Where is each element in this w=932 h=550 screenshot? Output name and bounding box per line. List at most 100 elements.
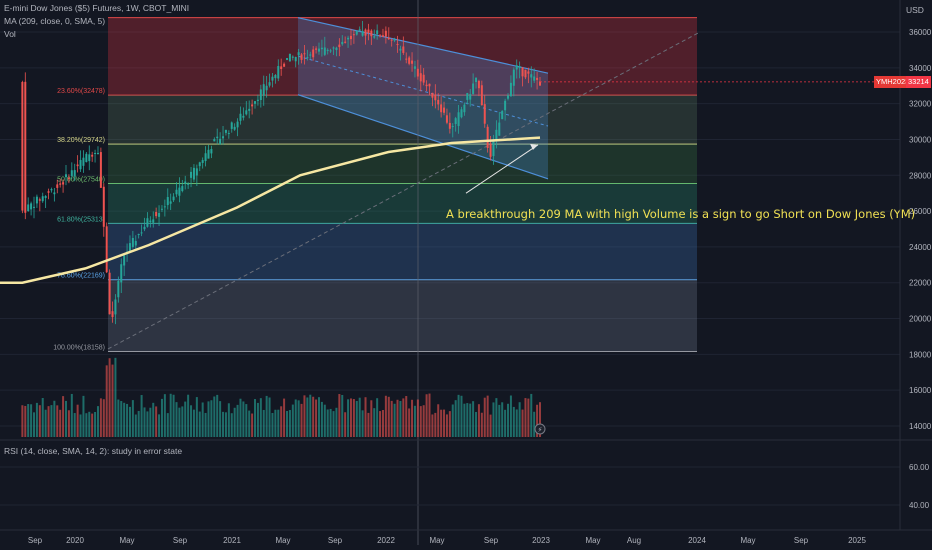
volume-bar: [230, 413, 233, 437]
candle-body: [85, 153, 88, 163]
volume-bar: [329, 408, 332, 437]
time-tick-label: May: [740, 536, 755, 545]
volume-bar: [140, 395, 143, 437]
volume-bar: [501, 402, 504, 437]
candle-body: [242, 115, 245, 118]
candle-body: [53, 192, 56, 195]
volume-bar: [408, 408, 411, 437]
volume-bar: [128, 406, 131, 437]
volume-bar: [466, 403, 469, 437]
candle-body: [143, 226, 146, 230]
volume-bar: [227, 403, 230, 437]
candle-body: [329, 50, 332, 52]
volume-bar: [271, 412, 274, 437]
candle-body: [184, 181, 187, 184]
candle-body: [422, 74, 425, 83]
candle-body: [262, 84, 265, 96]
volume-bar: [224, 412, 227, 437]
lightning-icon: [534, 423, 546, 435]
rsi-legend[interactable]: RSI (14, close, SMA, 14, 2): study in er…: [4, 446, 183, 456]
time-tick-label: Sep: [794, 536, 809, 545]
candle-body: [344, 41, 347, 43]
volume-bar: [222, 411, 225, 437]
volume-bar: [486, 395, 489, 437]
price-tick-label: 16000: [909, 386, 932, 395]
time-tick-label: 2023: [532, 536, 550, 545]
candle-body: [175, 189, 178, 195]
volume-bar: [489, 414, 492, 437]
candle-body: [230, 122, 233, 129]
volume-bar: [416, 399, 419, 437]
time-tick-label: Sep: [28, 536, 43, 545]
volume-bar: [233, 407, 236, 437]
candle-body: [376, 30, 379, 35]
volume-bar: [172, 394, 175, 437]
candle-body: [219, 138, 222, 145]
candle-body: [317, 48, 320, 52]
candle-body: [315, 48, 318, 50]
volume-bar: [201, 402, 204, 437]
candle-body: [288, 53, 291, 62]
volume-bar: [312, 396, 315, 437]
candle-body: [428, 83, 431, 87]
candle-body: [59, 183, 62, 185]
volume-bar: [256, 402, 259, 437]
symbol-title: E-mini Dow Jones ($5) Futures, 1W, CBOT_…: [4, 3, 190, 13]
candle-body: [128, 243, 131, 252]
candle-body: [158, 213, 161, 217]
volume-bar: [181, 406, 184, 437]
candle-body: [178, 187, 181, 196]
volume-bar: [265, 395, 268, 437]
price-tick-label: 34000: [909, 64, 932, 73]
candle-body: [381, 35, 384, 37]
volume-legend[interactable]: Vol: [4, 29, 16, 39]
fib-zone: [108, 279, 697, 352]
candle-body: [425, 84, 428, 87]
volume-bar: [309, 394, 312, 437]
fib-level-label: 78.60%(22169): [57, 273, 105, 280]
candle-body: [24, 81, 27, 213]
price-tick-label: 30000: [909, 135, 932, 144]
volume-bar: [56, 405, 59, 437]
volume-bar: [492, 402, 495, 437]
candle-body: [50, 189, 53, 191]
candle-body: [501, 110, 504, 120]
candle-body: [35, 196, 38, 204]
candle-body: [44, 195, 47, 199]
candle-body: [472, 83, 475, 94]
volume-bar: [158, 414, 161, 437]
volume-bar: [242, 401, 245, 437]
volume-bar: [445, 414, 448, 437]
volume-bar: [64, 400, 67, 437]
volume-bar: [332, 411, 335, 437]
volume-bar: [111, 364, 114, 437]
candle-body: [41, 196, 44, 202]
volume-bar: [518, 402, 521, 437]
volume-bar: [120, 401, 123, 437]
candle-body: [338, 44, 341, 48]
volume-bar: [53, 400, 56, 437]
volume-bar: [149, 407, 152, 437]
volume-bar: [134, 414, 137, 437]
candle-body: [251, 104, 254, 107]
candle-body: [364, 29, 367, 36]
volume-bar: [35, 402, 38, 437]
volume-bar: [399, 400, 402, 437]
candle-body: [155, 211, 158, 217]
volume-bar: [27, 404, 30, 437]
ma-legend[interactable]: MA (209, close, 0, SMA, 5): [4, 16, 106, 26]
volume-bar: [425, 394, 428, 437]
volume-bar: [472, 401, 475, 437]
candle-body: [437, 99, 440, 105]
candle-body: [413, 66, 416, 69]
volume-bar: [335, 407, 338, 437]
volume-bar: [160, 398, 163, 437]
candle-body: [489, 144, 492, 157]
fib-level-label: 23.60%(32478): [57, 88, 105, 95]
volume-bar: [454, 400, 457, 437]
candle-body: [341, 41, 344, 45]
volume-bar: [390, 400, 393, 437]
volume-bar: [530, 393, 533, 437]
volume-bar: [146, 411, 149, 437]
